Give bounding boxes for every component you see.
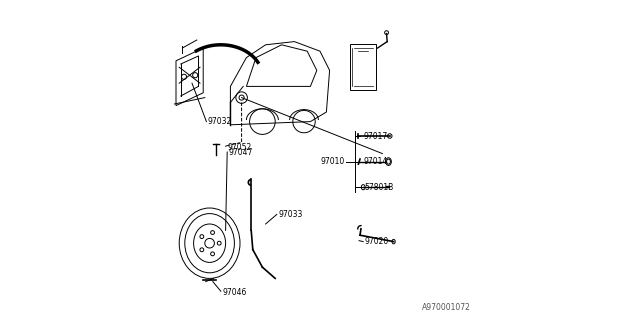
Text: 97046: 97046 xyxy=(223,288,247,297)
Text: 97032: 97032 xyxy=(207,117,232,126)
Text: 97017: 97017 xyxy=(364,132,387,140)
Text: 97033: 97033 xyxy=(278,210,303,219)
Text: A970001072: A970001072 xyxy=(422,303,470,312)
Text: 97047: 97047 xyxy=(229,148,253,156)
Text: 97052: 97052 xyxy=(227,143,252,152)
Text: 57801B: 57801B xyxy=(364,183,394,192)
Text: 97010: 97010 xyxy=(321,157,345,166)
Text: 97014: 97014 xyxy=(364,157,387,166)
Text: 97020: 97020 xyxy=(364,237,388,246)
